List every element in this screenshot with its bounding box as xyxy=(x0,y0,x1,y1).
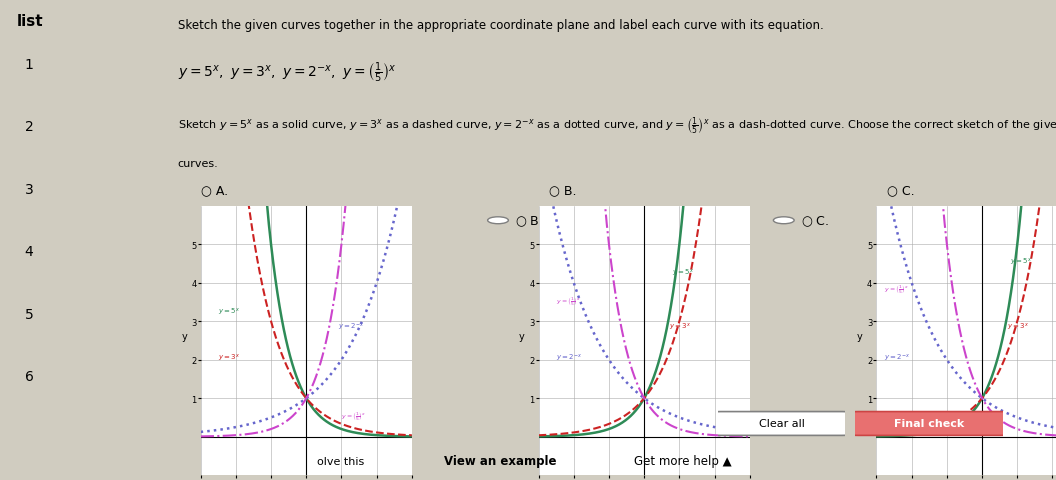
Text: ○ C.: ○ C. xyxy=(887,184,914,197)
Text: curves.: curves. xyxy=(177,159,219,169)
Y-axis label: y: y xyxy=(182,331,187,341)
Text: $y=3^x$: $y=3^x$ xyxy=(219,352,241,363)
FancyBboxPatch shape xyxy=(714,412,849,435)
Text: $y=\left(\frac{1}{5}\right)^x$: $y=\left(\frac{1}{5}\right)^x$ xyxy=(341,409,366,421)
Circle shape xyxy=(773,217,794,224)
Text: Sketch $y=5^x$ as a solid curve, $y=3^x$ as a dashed curve, $y=2^{-x}$ as a dott: Sketch $y=5^x$ as a solid curve, $y=3^x$… xyxy=(177,115,1056,136)
Text: View an example: View an example xyxy=(444,454,557,468)
Text: 2: 2 xyxy=(24,120,34,134)
Text: $y=\left(\frac{1}{5}\right)^x$: $y=\left(\frac{1}{5}\right)^x$ xyxy=(557,294,582,306)
Circle shape xyxy=(488,217,508,224)
Text: $y=2^{-x}$: $y=2^{-x}$ xyxy=(884,352,910,363)
Text: $y=5^x$: $y=5^x$ xyxy=(673,268,695,279)
Text: $y=5^x$: $y=5^x$ xyxy=(1011,256,1033,267)
FancyBboxPatch shape xyxy=(851,412,1007,435)
Y-axis label: y: y xyxy=(520,331,525,341)
Text: $\bigcirc$ A.: $\bigcirc$ A. xyxy=(229,214,258,228)
Text: $\bigcirc$ C.: $\bigcirc$ C. xyxy=(802,214,829,228)
Text: $y=3^x$: $y=3^x$ xyxy=(668,322,692,333)
Circle shape xyxy=(202,217,223,224)
Text: $y=3^x$: $y=3^x$ xyxy=(1006,322,1030,333)
Text: 1: 1 xyxy=(24,58,34,72)
Text: 4: 4 xyxy=(24,245,34,259)
Text: 3: 3 xyxy=(24,182,34,196)
Y-axis label: y: y xyxy=(857,331,863,341)
Text: $\bigcirc$ B.: $\bigcirc$ B. xyxy=(515,214,544,228)
Text: $y=5^x$: $y=5^x$ xyxy=(219,306,241,317)
Text: Final check: Final check xyxy=(894,419,964,429)
Text: $y=5^x,\ y=3^x,\ y=2^{-x},\ y=\left(\frac{1}{5}\right)^x$: $y=5^x,\ y=3^x,\ y=2^{-x},\ y=\left(\fra… xyxy=(177,60,396,85)
Text: Sketch the given curves together in the appropriate coordinate plane and label e: Sketch the given curves together in the … xyxy=(177,19,824,32)
Text: Get more help ▲: Get more help ▲ xyxy=(634,454,731,468)
Text: olve this: olve this xyxy=(317,456,364,466)
Text: $y=2^{-x}$: $y=2^{-x}$ xyxy=(557,352,583,363)
Text: ○ A.: ○ A. xyxy=(201,184,228,197)
Text: Clear all: Clear all xyxy=(758,419,805,429)
Text: list: list xyxy=(17,14,43,29)
Text: ○ B.: ○ B. xyxy=(549,184,577,197)
Text: $y=\left(\frac{1}{5}\right)^x$: $y=\left(\frac{1}{5}\right)^x$ xyxy=(884,283,909,295)
Text: 6: 6 xyxy=(24,370,34,384)
Text: 5: 5 xyxy=(24,307,34,321)
Text: $y=2^{-x}$: $y=2^{-x}$ xyxy=(338,322,364,333)
